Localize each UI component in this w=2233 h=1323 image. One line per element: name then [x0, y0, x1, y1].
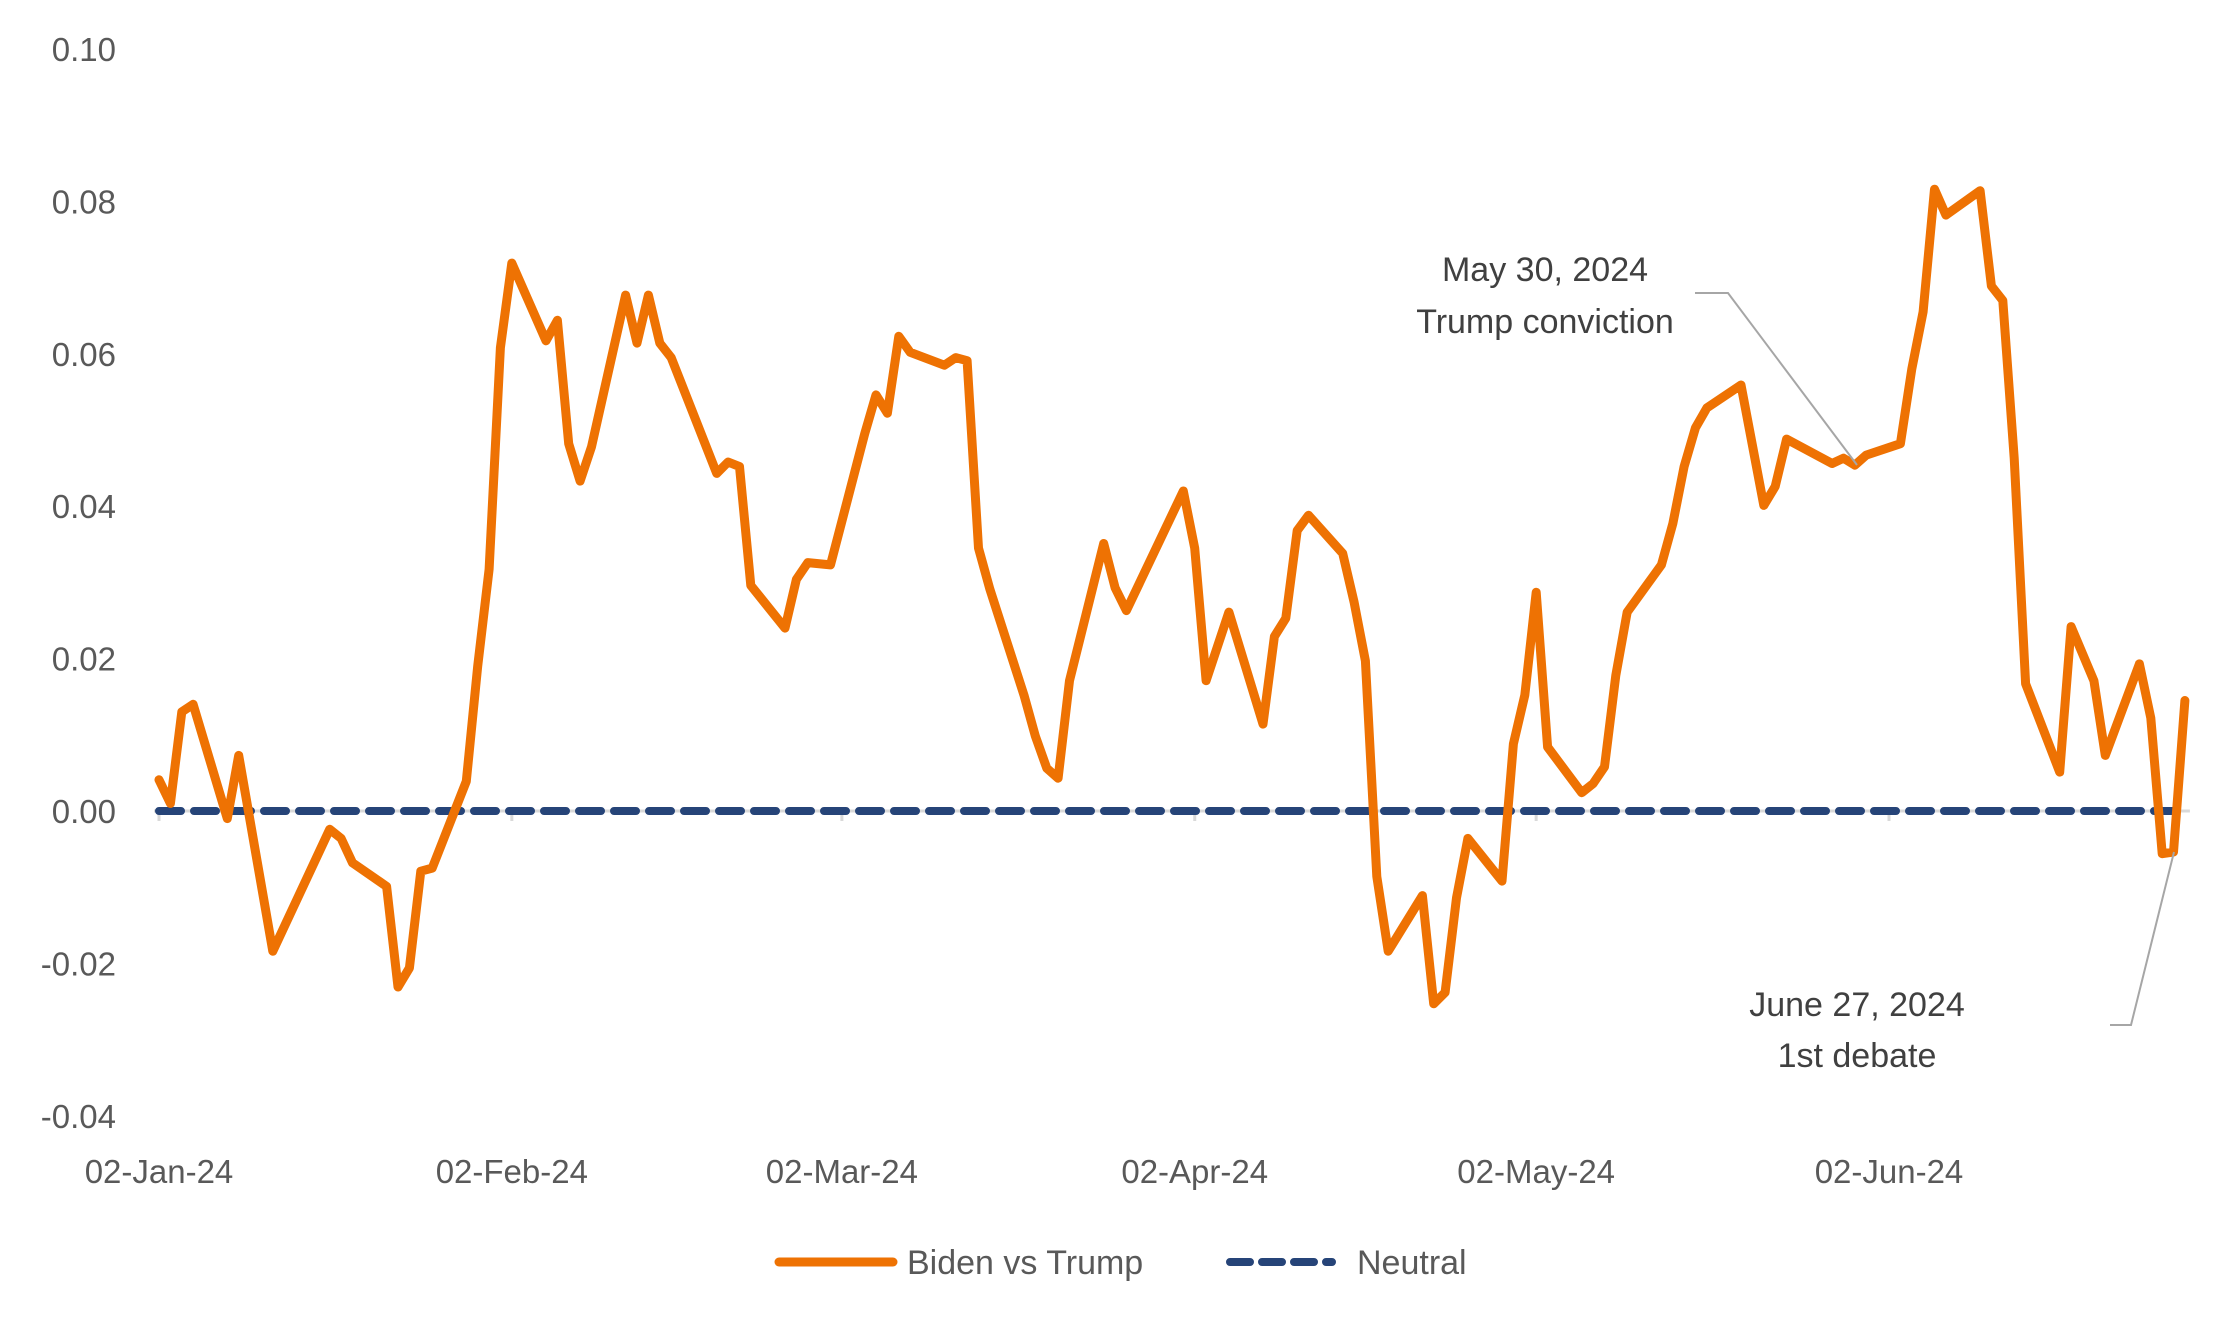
annotation-debate: June 27, 2024 1st debate	[1749, 851, 2175, 1075]
y-tick-label: 0.02	[52, 641, 116, 678]
x-tick-label: 02-Feb-24	[436, 1153, 588, 1190]
series-biden-vs-trump-line	[154, 184, 2190, 1009]
legend-label-neutral: Neutral	[1357, 1244, 1467, 1282]
x-tick-label: 02-Apr-24	[1121, 1153, 1268, 1190]
x-tick-label: 02-Jun-24	[1815, 1153, 1964, 1190]
y-tick-label: 0.10	[52, 31, 116, 68]
y-tick-label: 0.04	[52, 488, 116, 525]
x-tick-label: 02-Jan-24	[85, 1153, 234, 1190]
annotation-debate-leader	[2110, 851, 2175, 1026]
y-tick-label: 0.06	[52, 336, 116, 373]
y-tick-label: 0.08	[52, 183, 116, 220]
legend: Biden vs Trump Neutral	[774, 1244, 1467, 1282]
x-tick-label: 02-May-24	[1457, 1153, 1615, 1190]
y-tick-label: -0.04	[41, 1098, 116, 1135]
x-axis: 02-Jan-24 02-Feb-24 02-Mar-24 02-Apr-24 02-M…	[85, 809, 2190, 1190]
annotation-debate-label: 1st debate	[1778, 1037, 1937, 1075]
annotation-conviction-leader	[1695, 292, 1858, 466]
x-tick-label: 02-Mar-24	[766, 1153, 918, 1190]
annotation-conviction: May 30, 2024 Trump conviction	[1416, 251, 1858, 466]
annotation-conviction-date: May 30, 2024	[1442, 251, 1648, 289]
y-tick-label: -0.02	[41, 945, 116, 982]
annotation-debate-date: June 27, 2024	[1749, 986, 1965, 1024]
series-layer	[154, 184, 2190, 1009]
y-axis-ticks: 0.10 0.08 0.06 0.04 0.02 0.00 -0.02 -0.04	[41, 31, 116, 1135]
annotation-conviction-label: Trump conviction	[1416, 303, 1674, 341]
legend-label-biden-vs-trump: Biden vs Trump	[907, 1244, 1143, 1282]
y-tick-label: 0.00	[52, 793, 116, 830]
